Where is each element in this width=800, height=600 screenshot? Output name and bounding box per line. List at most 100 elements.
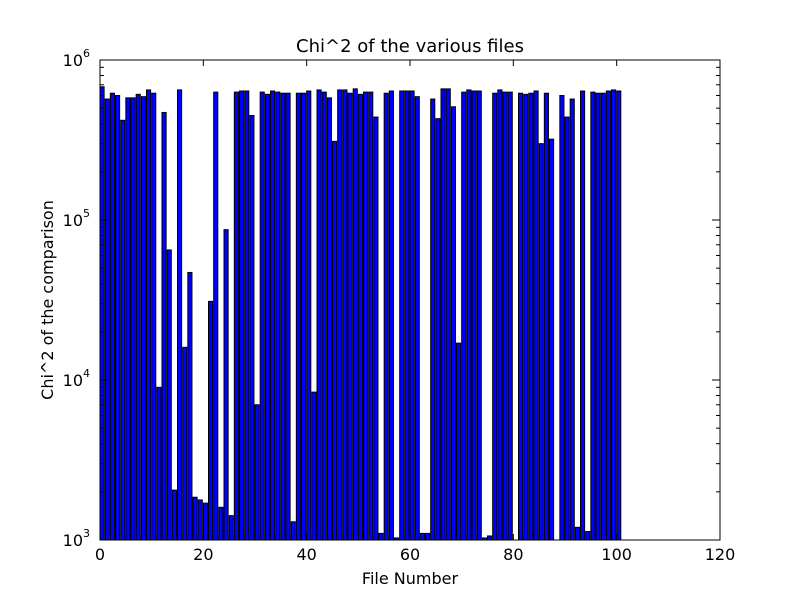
bar-file-59 [404,90,410,541]
bar-file-0 [99,86,105,541]
bar-file-79 [507,91,513,541]
bar-file-92 [574,526,580,541]
bar-file-90 [564,116,570,541]
bar-file-27 [239,90,245,541]
bar-file-54 [378,532,384,541]
bar-file-26 [233,91,239,541]
bar-file-94 [585,531,591,541]
bar-file-83 [528,92,534,541]
bar-file-13 [166,249,172,541]
bar-file-53 [373,116,379,541]
bar-file-33 [270,90,276,541]
y-tick-label: 105 [63,207,90,230]
bar-file-1 [104,98,110,541]
bar-file-55 [383,92,389,541]
bar-file-15 [177,89,183,541]
bar-file-61 [414,96,420,541]
bar-file-62 [419,532,425,541]
bar-file-93 [580,90,586,541]
chart-title: Chi^2 of the various files [296,36,524,57]
bar-file-24 [223,229,229,541]
bar-file-21 [208,300,214,541]
bar-file-42 [316,89,322,541]
bar-file-39 [301,92,307,541]
y-tick-label: 104 [63,367,90,390]
bar-file-51 [363,91,369,541]
bars-group [99,86,622,541]
bar-file-58 [399,90,405,541]
bar-file-7 [135,93,141,541]
bar-file-73 [476,90,482,541]
bar-file-99 [611,89,617,541]
bar-file-11 [156,386,162,541]
bar-file-23 [218,506,224,541]
bar-file-16 [182,346,188,541]
bar-file-66 [440,88,446,541]
bar-file-40 [306,90,312,541]
bar-file-29 [249,114,255,541]
bar-file-71 [466,89,472,541]
bar-file-37 [290,521,296,541]
bar-file-18 [192,496,198,541]
bar-file-67 [445,88,451,541]
bar-file-31 [259,91,265,541]
x-tick-label: 0 [95,545,105,564]
bar-file-30 [254,404,260,541]
bar-file-8 [140,96,146,541]
bar-file-28 [244,90,250,541]
bar-file-60 [409,90,415,541]
bar-file-43 [321,91,327,541]
bar-file-87 [549,138,555,541]
bar-file-49 [352,88,358,541]
bar-file-82 [523,93,529,541]
bar-file-6 [130,97,136,541]
bar-file-64 [430,98,436,541]
x-tick-label: 100 [601,545,632,564]
bar-file-85 [538,143,544,541]
bar-file-70 [461,91,467,541]
bar-file-9 [146,89,152,541]
bar-file-38 [295,92,301,541]
bar-file-81 [518,92,524,541]
bar-file-91 [569,98,575,541]
x-tick-label: 120 [705,545,736,564]
bar-file-34 [275,91,281,541]
bar-file-95 [590,91,596,541]
bar-file-10 [151,92,157,541]
bar-file-65 [435,118,441,541]
bar-file-19 [197,499,203,541]
x-axis-label: File Number [362,569,459,588]
bar-file-25 [228,515,234,541]
bar-file-69 [456,342,462,541]
ticks-group: 0 20 40 60 80 100 120 103 104 105 106 [63,47,736,564]
bar-file-4 [120,119,126,541]
bar-file-68 [450,106,456,541]
bar-file-3 [115,95,121,541]
bar-file-84 [533,90,539,541]
x-tick-label: 40 [296,545,316,564]
bar-file-48 [347,92,353,541]
bar-file-100 [616,90,622,541]
x-tick-label: 20 [193,545,213,564]
bar-file-2 [109,92,115,541]
bar-file-52 [368,91,374,541]
bar-file-63 [425,532,431,541]
bar-file-75 [487,535,493,541]
x-tick-label: 60 [400,545,420,564]
bar-file-35 [280,92,286,541]
bar-file-22 [213,91,219,541]
bar-file-36 [285,92,291,541]
bar-file-5 [125,97,131,541]
x-tick-label: 80 [503,545,523,564]
bar-file-76 [492,92,498,541]
y-tick-label: 106 [63,47,90,70]
bar-file-77 [497,89,503,541]
bar-file-50 [357,93,363,541]
bar-file-97 [600,92,606,541]
bar-file-45 [332,140,338,541]
y-axis-label: Chi^2 of the comparison [38,200,57,400]
bar-file-56 [388,90,394,541]
bar-file-46 [337,89,343,541]
bar-file-44 [326,97,332,541]
